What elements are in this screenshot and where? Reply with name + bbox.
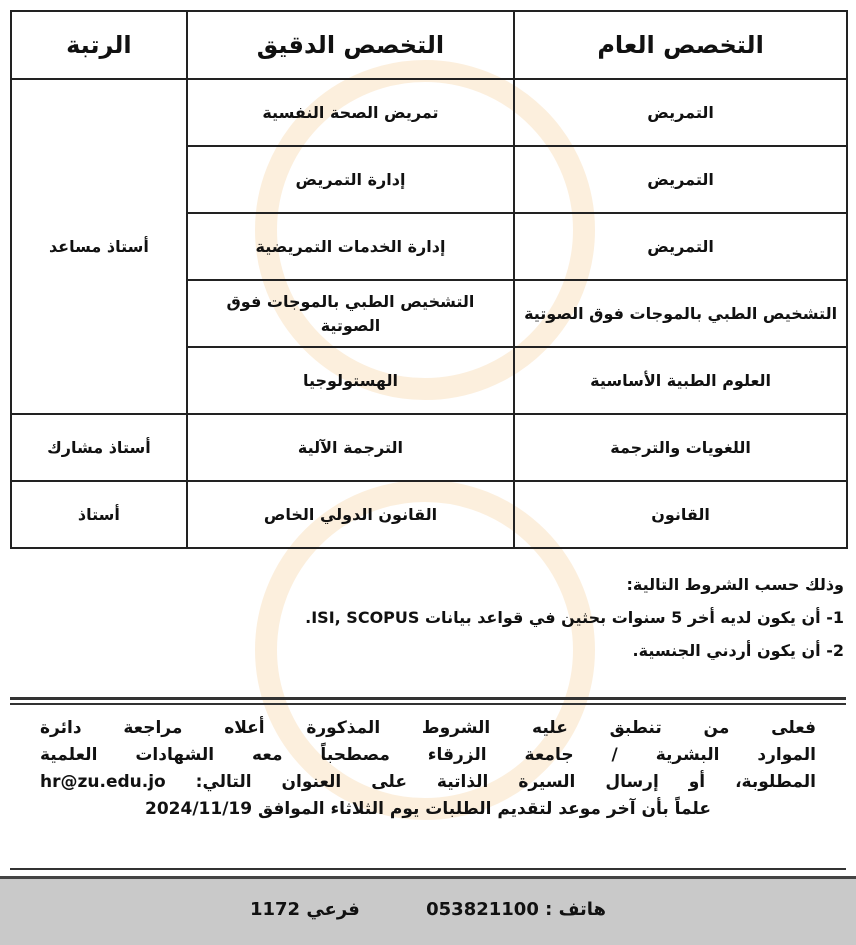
cell-specific: الترجمة الآلية	[185, 413, 516, 482]
table-row: القانون القانون الدولي الخاص أستاذ	[10, 480, 848, 549]
cell-specific: تمريض الصحة النفسية	[185, 78, 516, 147]
header-specific: التخصص الدقيق	[185, 10, 516, 80]
instructions-line: المطلوبة، أو إرسال السيرة الذاتية على ال…	[40, 772, 816, 792]
phone-number: هاتف : 053821100	[426, 899, 607, 920]
instructions-line: الموارد البشرية / جامعة الزرقاء مصطحباً …	[40, 745, 816, 765]
cell-rank: أستاذ مساعد	[10, 78, 188, 415]
cell-specific: القانون الدولي الخاص	[185, 480, 516, 549]
header-general: التخصص العام	[513, 10, 848, 80]
header-rank: الرتبة	[10, 10, 188, 80]
contact-footer: هاتف : 053821100 فرعي 1172	[0, 876, 856, 945]
table-row: التشخيص الطبي بالموجات فوق الصوتية التشخ…	[11, 279, 848, 348]
application-instructions: فعلى من تنطبق عليه الشروط المذكورة أعلاه…	[40, 715, 816, 823]
condition-item: 1- أن يكون لديه أخر 5 سنوات بحثين في قوا…	[305, 608, 844, 627]
deadline-line: علماً بأن آخر موعد لتقديم الطلبات يوم ال…	[145, 799, 711, 819]
cell-general: العلوم الطبية الأساسية	[513, 346, 848, 415]
cell-specific: الهستولوجيا	[185, 346, 516, 415]
instructions-line: فعلى من تنطبق عليه الشروط المذكورة أعلاه…	[40, 718, 816, 738]
divider	[10, 868, 846, 870]
cell-rank: أستاذ	[10, 480, 188, 549]
cell-general: التمريض	[513, 78, 848, 147]
table-row: التمريض تمريض الصحة النفسية أستاذ مساعد	[10, 78, 848, 415]
conditions: وذلك حسب الشروط التالية: 1- أن يكون لديه…	[305, 568, 844, 667]
cell-rank: أستاذ مشارك	[10, 413, 188, 482]
divider	[10, 703, 846, 705]
condition-item: 2- أن يكون أردني الجنسية.	[632, 641, 844, 660]
table-row: اللغويات والترجمة الترجمة الآلية أستاذ م…	[10, 413, 848, 482]
cell-specific: إدارة الخدمات التمريضية	[185, 212, 516, 281]
cell-specific: إدارة التمريض	[185, 145, 516, 214]
cell-general: التشخيص الطبي بالموجات فوق الصوتية	[513, 279, 848, 348]
extension-number: فرعي 1172	[249, 899, 360, 920]
table-row: العلوم الطبية الأساسية الهستولوجيا	[11, 346, 848, 415]
table-row: التمريض إدارة التمريض	[11, 145, 848, 214]
cell-general: اللغويات والترجمة	[513, 413, 848, 482]
cell-specific: التشخيص الطبي بالموجات فوق الصوتية	[185, 279, 516, 348]
table-header: التخصص العام التخصص الدقيق الرتبة	[10, 10, 848, 80]
divider	[10, 697, 846, 700]
cell-general: التمريض	[513, 212, 848, 281]
cell-general: القانون	[513, 480, 848, 549]
cell-general: التمريض	[513, 145, 848, 214]
positions-table: التخصص العام التخصص الدقيق الرتبة التمري…	[10, 10, 848, 549]
table-row: التمريض إدارة الخدمات التمريضية	[11, 212, 848, 281]
conditions-intro: وذلك حسب الشروط التالية:	[626, 575, 844, 594]
